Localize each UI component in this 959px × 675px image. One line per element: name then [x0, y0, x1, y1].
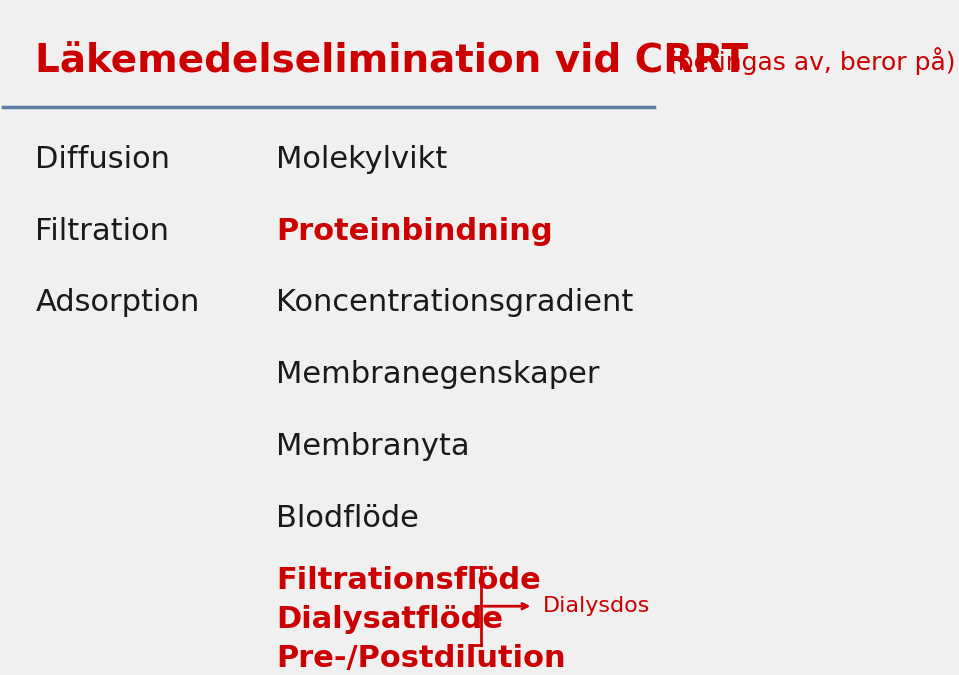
Text: Proteinbindning: Proteinbindning	[276, 217, 552, 246]
Text: Pre-/Postdilution: Pre-/Postdilution	[276, 644, 566, 673]
Text: Membranyta: Membranyta	[276, 432, 470, 461]
Text: Diffusion: Diffusion	[35, 145, 171, 174]
Text: Koncentrationsgradient: Koncentrationsgradient	[276, 288, 634, 317]
Text: Läkemedelselimination vid CRRT: Läkemedelselimination vid CRRT	[35, 43, 748, 80]
Text: Adsorption: Adsorption	[35, 288, 199, 317]
Text: Dialysdos: Dialysdos	[543, 596, 650, 616]
Text: Dialysatflöde: Dialysatflöde	[276, 605, 503, 634]
Text: Blodflöde: Blodflöde	[276, 504, 419, 533]
Text: Molekylvikt: Molekylvikt	[276, 145, 448, 174]
Text: Membranegenskaper: Membranegenskaper	[276, 360, 599, 389]
Text: Filtrationsflöde: Filtrationsflöde	[276, 566, 541, 595]
Text: Filtration: Filtration	[35, 217, 170, 246]
Text: (betingas av, beror på): (betingas av, beror på)	[660, 47, 955, 76]
